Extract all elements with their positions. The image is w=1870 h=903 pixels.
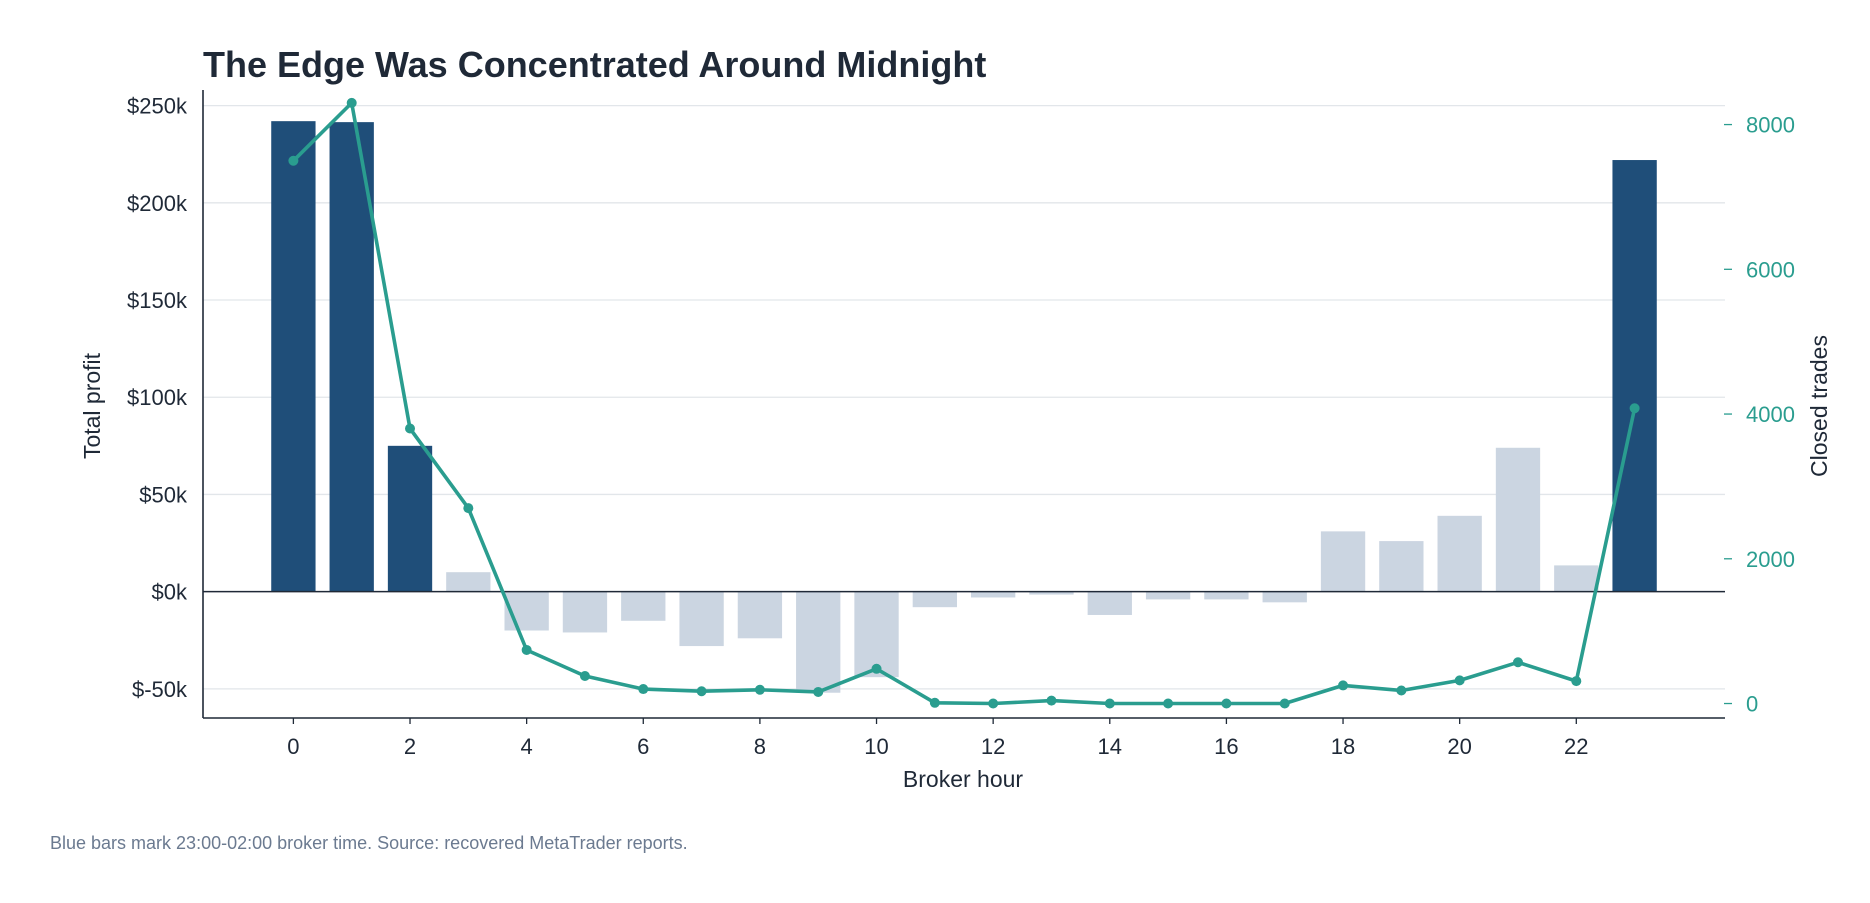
bar-hour-21: [1495, 447, 1541, 592]
right-tick-label-2: 4000: [1746, 402, 1795, 427]
gridlines: [203, 104, 1725, 690]
right-axis-label: Closed trades: [1806, 335, 1832, 477]
x-tick-label-2: 4: [521, 734, 533, 759]
left-tick-label-0: $-50k: [132, 677, 188, 702]
trades-point-hour-19: [1396, 685, 1407, 696]
y-axis-label: Total profit: [79, 352, 105, 459]
trades-point-hour-17: [1279, 698, 1290, 709]
x-tick-label-9: 18: [1331, 734, 1355, 759]
x-tick-label-11: 22: [1564, 734, 1588, 759]
trades-point-hour-23: [1629, 403, 1640, 414]
trades-point-hour-3: [463, 503, 474, 514]
trades-point-hour-9: [813, 686, 824, 697]
trades-point-hour-14: [1104, 698, 1115, 709]
trades-line-path: [291, 101, 1637, 706]
right-tick-label-3: 6000: [1746, 257, 1795, 282]
bars: [271, 121, 1657, 693]
left-axis-ticks: $-50k $0k $50k $100k $150k $200k $250k: [127, 94, 188, 702]
bar-hour-14: [1087, 591, 1132, 615]
trades-point-hour-10: [871, 663, 882, 674]
left-tick-label-3: $100k: [127, 385, 188, 410]
trades-point-hour-4: [521, 644, 532, 655]
left-tick-label-6: $250k: [127, 94, 188, 119]
left-tick-label-2: $50k: [139, 482, 188, 507]
bar-hour-16: [1204, 591, 1249, 600]
trades-point-hour-13: [1046, 695, 1057, 706]
trades-point-hour-1: [346, 97, 357, 108]
left-tick-label-1: $0k: [152, 580, 188, 605]
trades-point-hour-7: [696, 686, 707, 697]
x-axis-ticks: 0 2 4 6 8 10 12 14 16 18 20 22: [287, 718, 1589, 759]
bar-hour-3: [446, 572, 491, 592]
bar-hour-1: [329, 122, 374, 592]
trades-point-hour-8: [754, 684, 765, 695]
x-tick-label-8: 16: [1214, 734, 1238, 759]
bar-hour-23: [1612, 160, 1657, 592]
bar-hour-22: [1554, 565, 1599, 592]
trades-point-hour-6: [638, 684, 649, 695]
axes: [202, 90, 1725, 719]
x-tick-label-7: 14: [1098, 734, 1122, 759]
left-tick-label-5: $200k: [127, 191, 188, 216]
x-tick-label-10: 20: [1447, 734, 1471, 759]
bar-hour-13: [1029, 591, 1074, 595]
trades-point-hour-15: [1163, 698, 1174, 709]
right-tick-label-4: 8000: [1746, 113, 1795, 138]
x-tick-label-5: 10: [864, 734, 888, 759]
right-tick-label-1: 2000: [1746, 547, 1795, 572]
bar-hour-9: [796, 591, 841, 693]
footnote: Blue bars mark 23:00-02:00 broker time. …: [50, 833, 688, 853]
trades-line: [288, 97, 1640, 709]
trades-point-hour-16: [1221, 698, 1232, 709]
bar-hour-12: [970, 591, 1016, 598]
right-tick-label-0: 0: [1746, 692, 1758, 717]
x-tick-label-3: 6: [637, 734, 649, 759]
trades-point-hour-18: [1338, 680, 1349, 691]
trades-point-hour-0: [288, 155, 299, 166]
bar-hour-0: [271, 121, 316, 592]
trades-point-hour-20: [1454, 675, 1465, 686]
bar-hour-18: [1320, 531, 1366, 592]
bar-hour-6: [621, 591, 666, 621]
x-tick-label-0: 0: [287, 734, 299, 759]
trades-point-hour-2: [405, 423, 416, 434]
trades-point-hour-12: [988, 698, 999, 709]
left-tick-label-4: $150k: [127, 288, 188, 313]
chart-title: The Edge Was Concentrated Around Midnigh…: [203, 44, 986, 85]
bar-hour-11: [912, 591, 958, 608]
bar-hour-19: [1379, 541, 1424, 592]
bar-hour-5: [562, 591, 608, 633]
bar-hour-15: [1145, 591, 1191, 600]
trades-point-hour-22: [1571, 676, 1582, 687]
trades-point-hour-11: [929, 697, 940, 708]
bar-hour-8: [737, 591, 783, 639]
trades-point-hour-21: [1512, 657, 1523, 668]
x-tick-label-4: 8: [754, 734, 766, 759]
x-axis-label: Broker hour: [903, 766, 1024, 792]
bar-hour-20: [1437, 515, 1482, 592]
bar-hour-10: [854, 591, 899, 678]
right-axis-ticks: 0 2000 4000 6000 8000: [1724, 113, 1795, 717]
bar-hour-7: [679, 591, 724, 647]
x-tick-label-6: 12: [981, 734, 1005, 759]
bar-hour-2: [387, 445, 433, 592]
trades-point-hour-5: [579, 671, 590, 682]
bar-hour-17: [1262, 591, 1307, 603]
x-tick-label-1: 2: [404, 734, 416, 759]
